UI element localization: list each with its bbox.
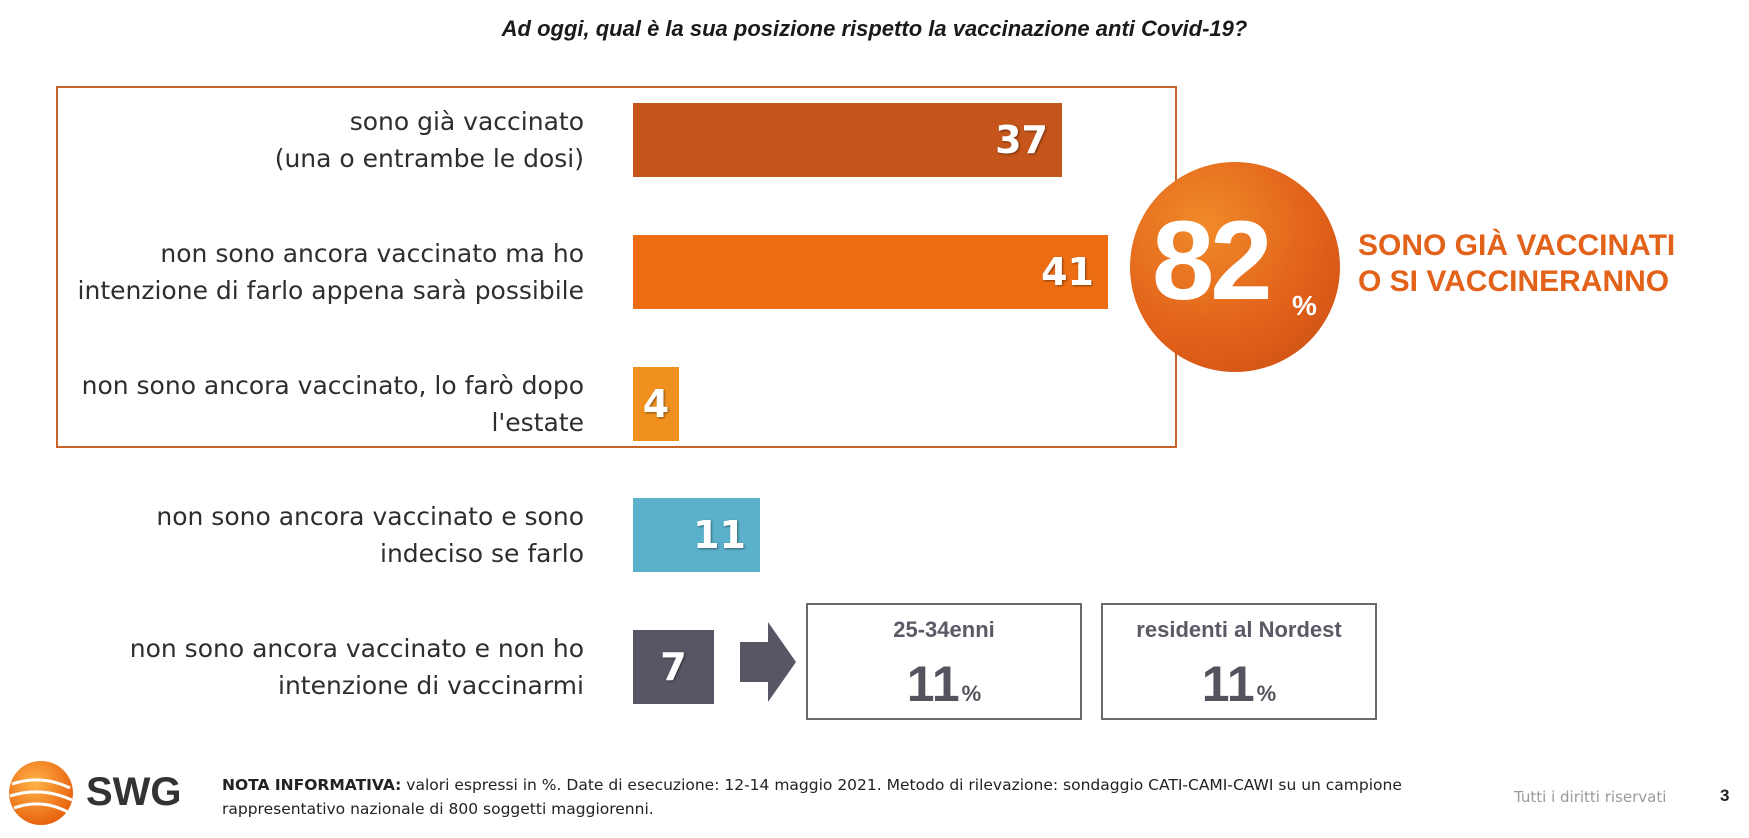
summary-unit: % <box>1292 290 1317 321</box>
category-label-line: sono già vaccinato <box>349 107 584 136</box>
footnote: NOTA INFORMATIVA: valori espressi in %. … <box>222 773 1402 821</box>
bar: 41 <box>633 235 1108 309</box>
chart-title: Ad oggi, qual è la sua posizione rispett… <box>501 16 1248 41</box>
category-label: non sono ancora vaccinato e non ho intenz… <box>24 630 584 704</box>
category-label-line: intenzione di vaccinarmi <box>278 671 584 700</box>
bar: 4 <box>633 367 679 441</box>
category-label: sono già vaccinato (una o entrambe le dos… <box>24 103 584 177</box>
subgroup-title: residenti al Nordest <box>1136 617 1342 642</box>
swg-globe-icon <box>9 761 73 825</box>
bar-value-label: 37 <box>995 118 1048 162</box>
footnote-text: valori espressi in %. Date di esecuzione… <box>222 776 1402 818</box>
bar: 37 <box>633 103 1062 177</box>
category-label-line: non sono ancora vaccinato, lo farò dopo <box>81 371 584 400</box>
category-label: non sono ancora vaccinato e sono indeciso… <box>24 498 584 572</box>
category-label: non sono ancora vaccinato ma ho intenzion… <box>24 235 584 309</box>
summary-line-1: SONO GIÀ VACCINATI <box>1358 229 1676 262</box>
copyright-text: Tutti i diritti riservati <box>1514 788 1667 806</box>
summary-value: 82 <box>1152 198 1273 323</box>
category-label-line: l'estate <box>491 408 584 437</box>
category-label-line: intenzione di farlo appena sarà possibil… <box>77 276 584 305</box>
category-label-line: non sono ancora vaccinato ma ho <box>160 239 584 268</box>
subgroup-title: 25-34enni <box>893 617 995 642</box>
right-arrow-icon <box>740 622 796 702</box>
bar-value-label: 41 <box>1041 250 1094 294</box>
category-label-line: (una o entrambe le dosi) <box>274 144 584 173</box>
bar-value-label: 7 <box>660 645 687 689</box>
summary-line-2: O SI VACCINERANNO <box>1358 265 1670 298</box>
bar-value-label: 11 <box>693 513 746 557</box>
category-label: non sono ancora vaccinato, lo farò dopo l… <box>24 367 584 441</box>
summary-headline: SONO GIÀ VACCINATI O SI VACCINERANNO <box>1358 228 1675 300</box>
category-label-line: indeciso se farlo <box>380 539 584 568</box>
bar: 11 <box>633 498 760 572</box>
bar: 7 <box>633 630 714 704</box>
category-label-line: non sono ancora vaccinato e non ho <box>129 634 584 663</box>
subgroup-value: 11% <box>906 656 982 712</box>
bar-value-label: 4 <box>642 382 670 426</box>
footnote-label: NOTA INFORMATIVA: <box>222 776 402 794</box>
logo-text: SWG <box>86 770 182 814</box>
subgroup-value: 11% <box>1201 656 1277 712</box>
subgroup-box-age: 25-34enni 11% <box>806 603 1082 720</box>
summary-circle: 82 % <box>1130 162 1340 372</box>
page-number: 3 <box>1720 786 1730 805</box>
category-label-line: non sono ancora vaccinato e sono <box>156 502 584 531</box>
subgroup-box-region: residenti al Nordest 11% <box>1101 603 1377 720</box>
